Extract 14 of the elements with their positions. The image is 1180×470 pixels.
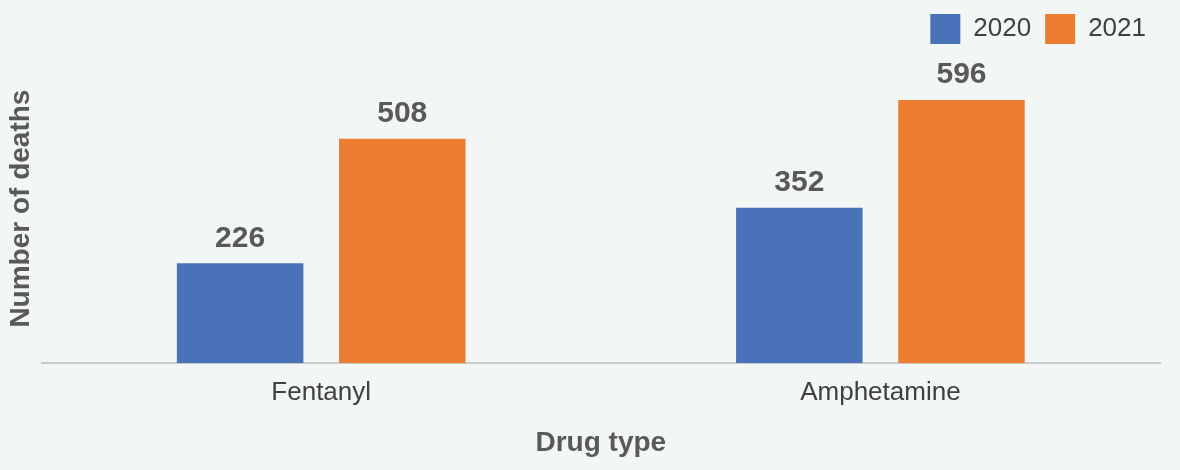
legend-label: 2021 <box>1088 12 1146 43</box>
bar <box>736 207 863 364</box>
bar <box>898 99 1025 364</box>
data-label: 226 <box>215 219 266 253</box>
bar <box>339 138 466 364</box>
x-axis-title: Drug type <box>535 425 667 457</box>
data-label: 352 <box>774 163 825 197</box>
x-tick-label: Amphetamine <box>800 375 961 406</box>
x-tick-label: Fentanyl <box>271 375 372 406</box>
y-axis-title: Number of deaths <box>3 89 35 328</box>
data-label: 596 <box>936 56 987 90</box>
legend-label: 2020 <box>973 12 1032 43</box>
data-label: 508 <box>377 95 428 129</box>
bar <box>176 263 304 364</box>
